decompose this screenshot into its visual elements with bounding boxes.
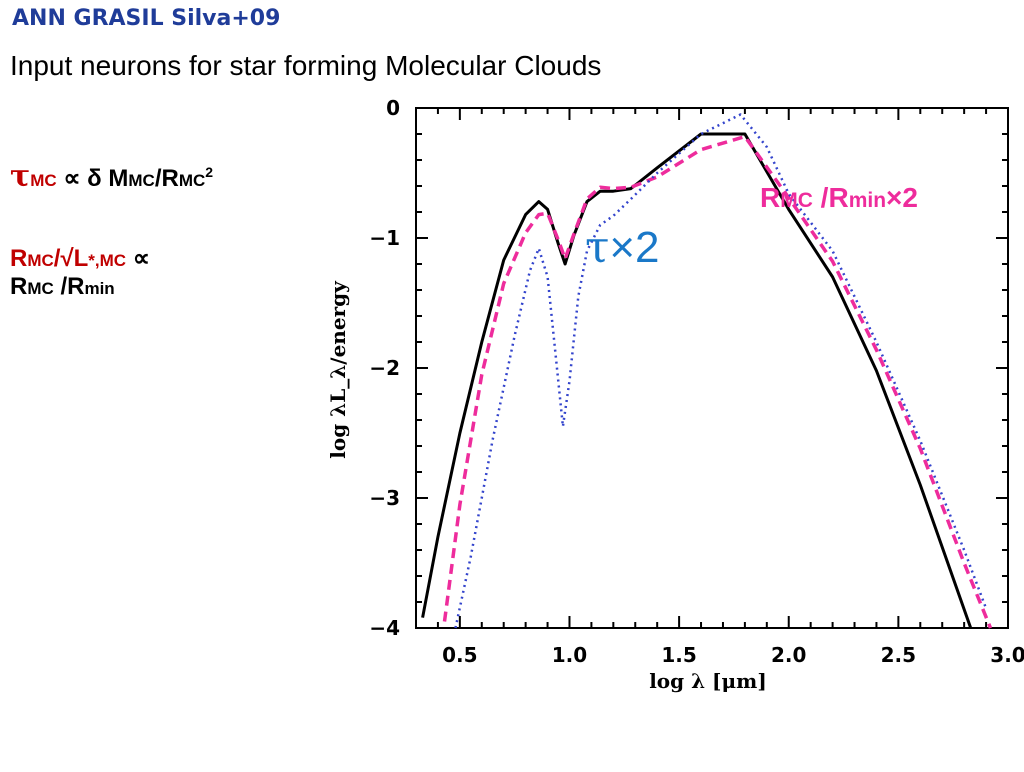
radius-symbol: R <box>10 245 28 272</box>
exponent: 2 <box>205 164 214 180</box>
y-tick-label: −3 <box>369 486 400 510</box>
mass-symbol: M <box>108 165 129 192</box>
radius-subscript: MC <box>27 278 54 298</box>
radius-subscript: MC <box>27 251 54 270</box>
sqrt-luminosity: /√L <box>53 245 89 272</box>
rmc-annotation: RMC /Rmin×2 <box>760 182 918 214</box>
annot-tau-symbol: τ <box>585 222 610 273</box>
annot-r-mult: ×2 <box>886 182 918 213</box>
x-tick-label: 2.5 <box>881 643 916 667</box>
tau-annotation: τ×2 <box>585 222 660 273</box>
x-axis-label: log λ [μm] <box>649 669 767 693</box>
formula-tau-mc: τMC ∝ δ MMC/RMC2 <box>10 159 214 195</box>
mass-subscript: MC <box>128 171 155 190</box>
tau-symbol: τ <box>10 159 31 194</box>
radius-symbol: R <box>10 272 28 300</box>
axis-ticks: 0.5 1.0 1.5 2.0 2.5 3.0 0 −1 −2 −3 −4 <box>369 96 1024 667</box>
slide-title: Input neurons for star forming Molecular… <box>10 50 602 81</box>
x-tick-label: 0.5 <box>442 643 477 667</box>
annot-r-sub: MC <box>780 189 813 212</box>
annot-rmin-sub: min <box>848 189 887 212</box>
formula-rmc: RMC/√L*,MC ∝ RMC /Rmin <box>10 245 150 300</box>
y-axis-label: log λL_λ/energy <box>326 280 350 459</box>
plot-frame <box>415 107 1009 629</box>
series-line-solid <box>421 132 973 629</box>
y-tick-label: −2 <box>369 356 400 380</box>
series-line-dotted <box>454 113 988 629</box>
series-group <box>421 113 993 629</box>
y-tick-label: 0 <box>386 96 400 120</box>
annot-rmin: /R <box>812 182 849 213</box>
rmin-symbol: /R <box>53 272 85 300</box>
annot-r-symbol: R <box>760 182 781 213</box>
x-tick-label: 1.0 <box>552 643 587 667</box>
y-tick-label: −4 <box>369 616 400 640</box>
proportional-symbol: ∝ <box>63 165 81 192</box>
tau-subscript: MC <box>30 171 57 190</box>
y-tick-label: −1 <box>369 226 400 250</box>
x-tick-label: 2.0 <box>771 643 806 667</box>
radius-subscript: MC <box>178 171 206 190</box>
radius-symbol: /R <box>154 165 179 192</box>
header-tag: ANN GRASIL Silva+09 <box>12 6 281 31</box>
x-tick-label: 1.5 <box>661 643 696 667</box>
luminosity-subscript: *,MC <box>88 251 127 270</box>
proportional-symbol: ∝ <box>132 245 150 272</box>
delta-symbol: δ <box>87 165 102 192</box>
rmin-subscript: min <box>84 278 115 298</box>
series-line-dashed <box>442 134 993 629</box>
x-tick-label: 3.0 <box>990 643 1024 667</box>
annot-tau-mult: ×2 <box>609 223 660 272</box>
